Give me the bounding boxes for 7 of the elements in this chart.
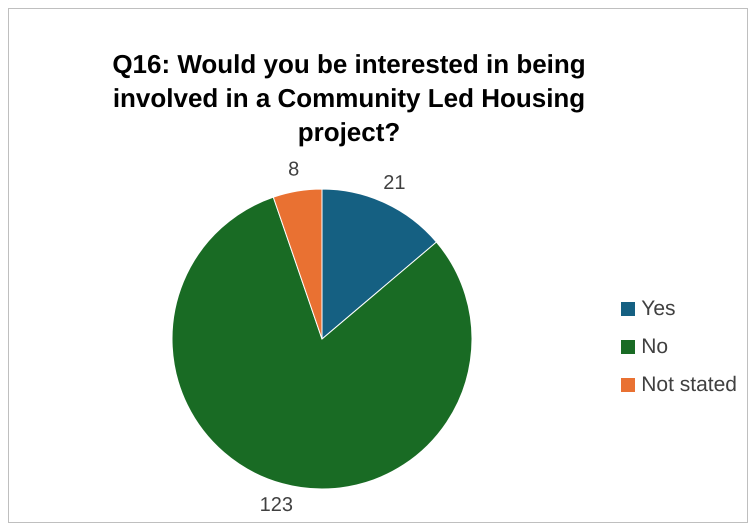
- legend-label: Not stated: [641, 372, 737, 396]
- data-label: 123: [260, 494, 294, 516]
- data-label: 8: [288, 158, 300, 180]
- data-label: 21: [383, 172, 406, 194]
- chart-title: Q16: Would you be interested in being involved in a Community Led Housing project?: [111, 48, 587, 149]
- legend-label: Yes: [641, 296, 676, 320]
- legend-label: No: [641, 334, 668, 358]
